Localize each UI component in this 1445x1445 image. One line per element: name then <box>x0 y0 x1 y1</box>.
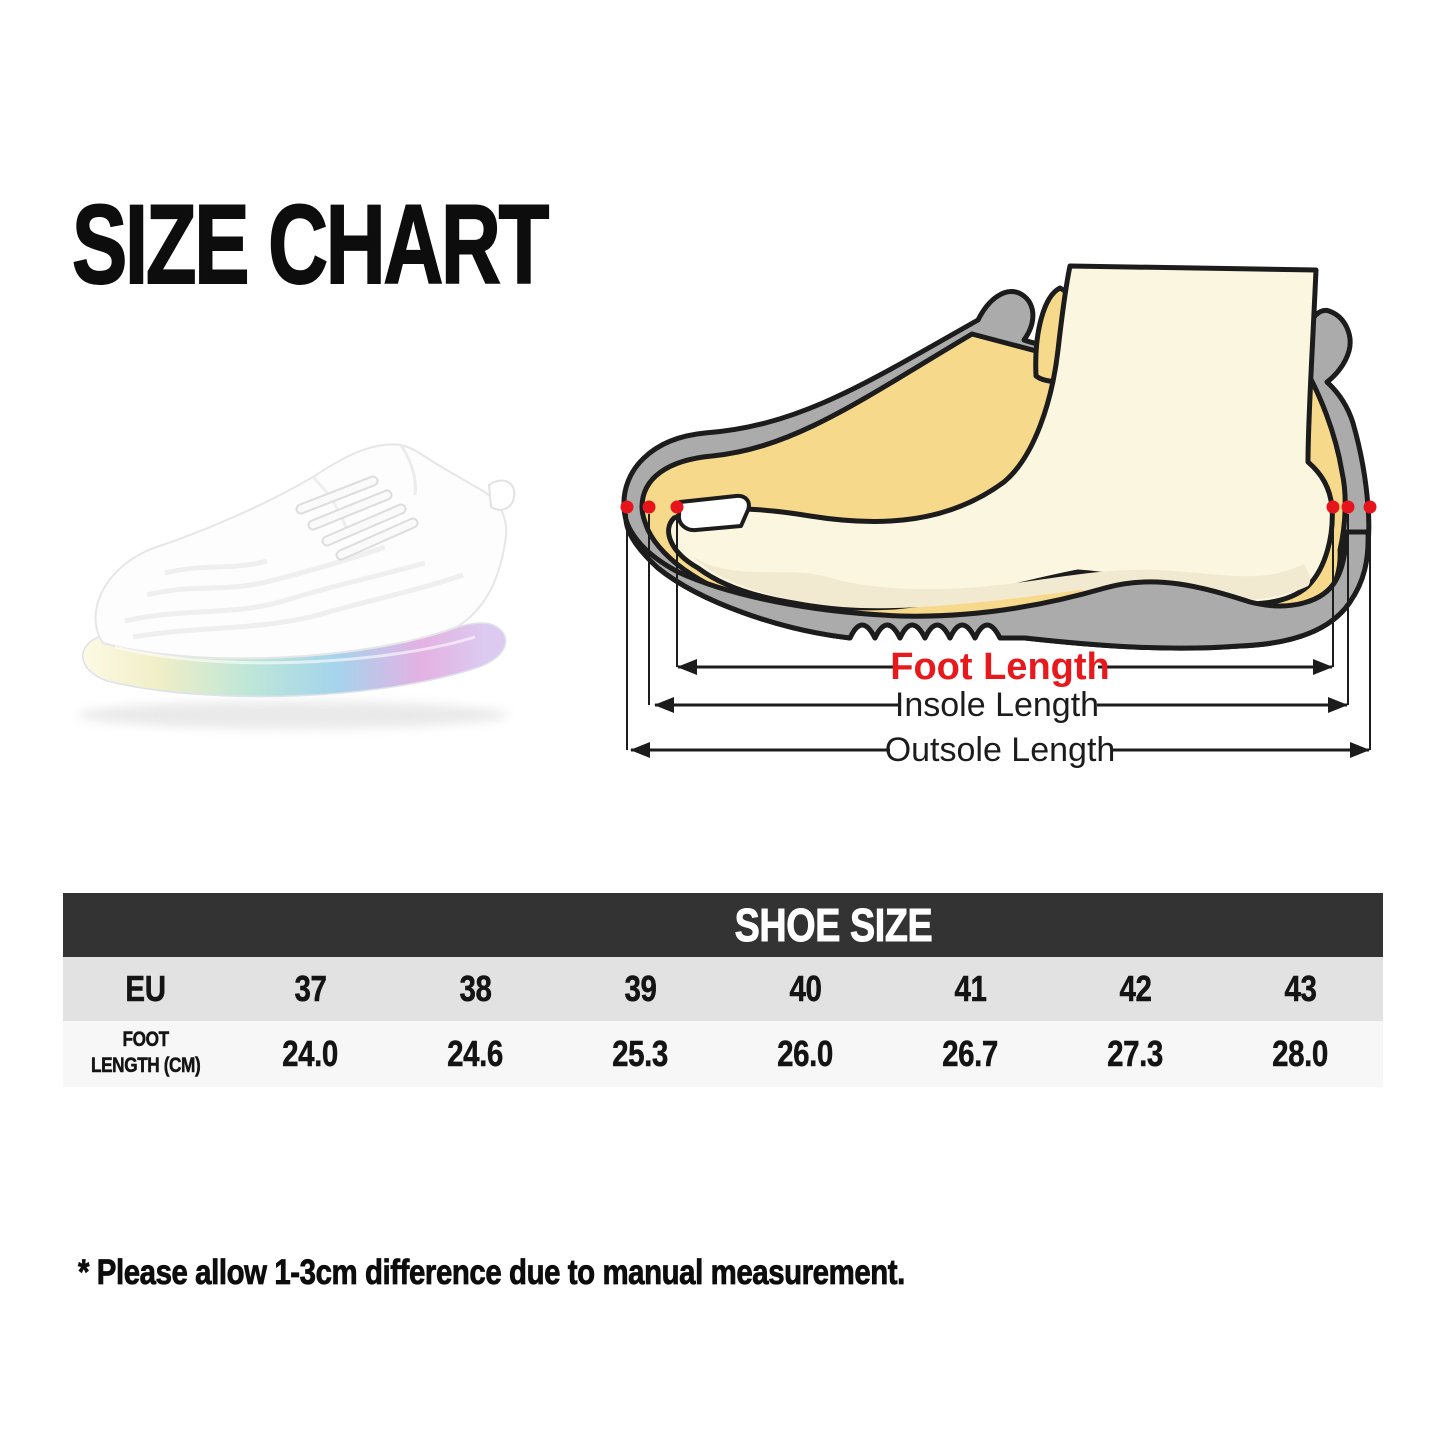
insole-length-measure: Insole Length <box>654 686 1348 724</box>
sneaker-laces <box>295 475 419 561</box>
eu-size-cell: 38 <box>393 957 558 1021</box>
toenail <box>676 493 751 533</box>
table-row-foot-length: FOOT LENGTH (CM) 24.0 24.6 25.3 26.0 26.… <box>63 1021 1383 1087</box>
sneaker-heel-tab <box>487 479 516 511</box>
measure-marker-dots <box>620 500 1377 514</box>
sneaker-side-texture <box>124 544 464 640</box>
sneaker-collar-line <box>399 444 417 496</box>
sneaker-tongue-edge <box>311 475 349 532</box>
eu-size-cell: 41 <box>888 957 1053 1021</box>
foot-length-cell: 26.0 <box>723 1021 888 1087</box>
outsole-length-measure: Outsole Length <box>630 731 1370 769</box>
eu-size-cell: 39 <box>558 957 723 1021</box>
page-title: SIZE CHART <box>71 182 550 308</box>
row-label-foot-length: FOOT LENGTH (CM) <box>63 1021 228 1087</box>
sneaker-sole-highlight <box>114 635 476 665</box>
outsole-length-label: Outsole Length <box>885 731 1116 769</box>
foot-diagram-svg: Foot Length Insole Length Outsole Length <box>620 263 1377 769</box>
eu-size-cell: 42 <box>1053 957 1218 1021</box>
foot-length-cell: 26.7 <box>888 1021 1053 1087</box>
row-label-eu: EU <box>63 957 228 1021</box>
foot-length-label: Foot Length <box>890 646 1109 688</box>
table-row-eu: EU 37 38 39 40 41 42 43 <box>63 957 1383 1021</box>
size-table: SHOE SIZE EU 37 38 39 40 41 42 43 FOOT L… <box>63 893 1383 1087</box>
size-table-header: SHOE SIZE <box>63 893 1383 957</box>
sneaker-shadow <box>78 701 508 729</box>
measure-guide-lines <box>626 514 1371 750</box>
sneaker-illustration <box>78 443 516 729</box>
foot-length-measure: Foot Length <box>677 646 1333 688</box>
foot-measurement-diagram: Foot Length Insole Length Outsole Length <box>600 230 1445 790</box>
foot-length-cell: 24.0 <box>228 1021 393 1087</box>
eu-size-cell: 40 <box>723 957 888 1021</box>
size-table-header-label: SHOE SIZE <box>734 899 933 952</box>
size-table-header-row: SHOE SIZE <box>63 893 1383 957</box>
sneaker-upper <box>94 443 508 660</box>
foot-length-cell: 25.3 <box>558 1021 723 1087</box>
footnote: * Please allow 1-3cm difference due to m… <box>78 1253 906 1292</box>
outsole-band <box>623 517 1371 651</box>
product-photo-sneaker <box>55 385 545 750</box>
foot-length-cell: 24.6 <box>393 1021 558 1087</box>
eu-size-cell: 37 <box>228 957 393 1021</box>
foot-length-cell: 27.3 <box>1053 1021 1218 1087</box>
eu-size-cell: 43 <box>1218 957 1383 1021</box>
insole-length-label: Insole Length <box>895 686 1099 724</box>
foot-length-cell: 28.0 <box>1218 1021 1383 1087</box>
